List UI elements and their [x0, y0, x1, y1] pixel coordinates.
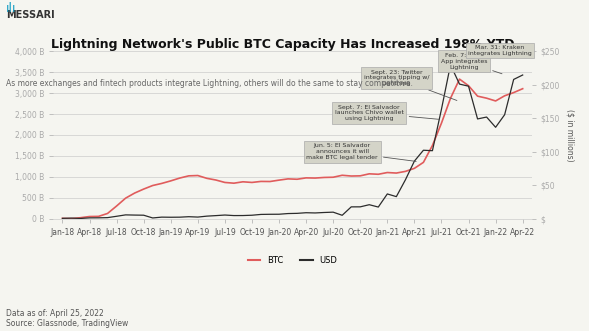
Text: Sept. 7: El Salvador
launches Chivo wallet
using Lightning: Sept. 7: El Salvador launches Chivo wall…	[335, 105, 439, 121]
Text: Mar. 31: Kraken
integrates Lightning: Mar. 31: Kraken integrates Lightning	[468, 45, 532, 57]
Text: Lightning Network's Public BTC Capacity Has Increased 198% YTD: Lightning Network's Public BTC Capacity …	[51, 38, 515, 51]
Text: Feb. 7: Cash
App integrates
Lightning: Feb. 7: Cash App integrates Lightning	[441, 53, 502, 74]
Text: As more exchanges and fintech products integrate Lightning, others will do the s: As more exchanges and fintech products i…	[6, 79, 413, 88]
Y-axis label: ($ in millions): ($ in millions)	[565, 109, 574, 161]
Text: Source: Glassnode, TradingView: Source: Glassnode, TradingView	[6, 319, 128, 328]
Text: Data as of: April 25, 2022: Data as of: April 25, 2022	[6, 309, 104, 318]
Text: MESSARI: MESSARI	[6, 10, 55, 20]
Text: Sept. 23: Twitter
integrates tipping w/
Lightning: Sept. 23: Twitter integrates tipping w/ …	[363, 70, 457, 101]
Text: Jun. 5: El Salvador
announces it will
make BTC legal tender: Jun. 5: El Salvador announces it will ma…	[306, 143, 416, 162]
Legend: BTC, USD: BTC, USD	[244, 253, 340, 268]
Text: ılı: ılı	[6, 2, 16, 15]
